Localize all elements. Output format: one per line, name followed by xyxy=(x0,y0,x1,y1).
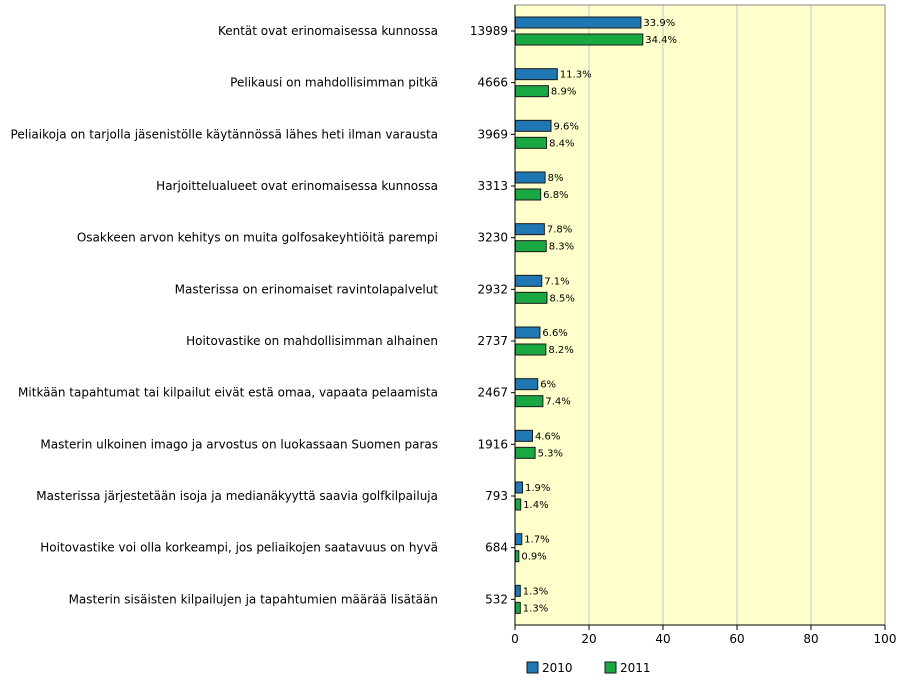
data-label: 1.7% xyxy=(524,535,549,546)
data-label: 6.6% xyxy=(542,328,567,339)
data-label: 0.9% xyxy=(521,552,546,563)
category-label: Masterin ulkoinen imago ja arvostus on l… xyxy=(40,437,438,451)
x-tick-label: 100 xyxy=(874,632,897,646)
x-tick-label: 40 xyxy=(655,632,670,646)
bar-2010 xyxy=(515,16,642,29)
x-tick-label: 80 xyxy=(803,632,818,646)
category-label: Peliaikoja on tarjolla jäsenistölle käyt… xyxy=(11,127,438,141)
count-label: 684 xyxy=(485,541,508,555)
count-label: 1916 xyxy=(477,437,508,451)
data-label: 1.9% xyxy=(525,483,550,494)
count-label: 4666 xyxy=(477,76,508,90)
count-label: 3969 xyxy=(477,127,508,141)
legend-swatch-2010 xyxy=(526,661,539,674)
category-label: Osakkeen arvon kehitys on muita golfosak… xyxy=(77,231,438,245)
bar-2010 xyxy=(515,119,552,132)
bar-2011 xyxy=(515,85,549,98)
x-tick-label: 60 xyxy=(729,632,744,646)
count-label: 3313 xyxy=(477,179,508,193)
bar-2011 xyxy=(515,136,548,149)
bar-2011 xyxy=(515,291,548,304)
data-label: 4.6% xyxy=(535,431,560,442)
x-tick-label: 0 xyxy=(511,632,519,646)
category-label: Masterissa järjestetään isoja ja medianä… xyxy=(36,489,438,503)
data-label: 6% xyxy=(540,380,556,391)
bar-2011 xyxy=(515,498,522,511)
bar-2011 xyxy=(515,188,542,201)
data-label: 8.2% xyxy=(548,345,573,356)
bar-2010 xyxy=(515,429,534,442)
count-label: 793 xyxy=(485,489,508,503)
bar-2010 xyxy=(515,584,521,597)
data-label: 9.6% xyxy=(554,121,579,132)
data-label: 7.4% xyxy=(545,397,570,408)
data-label: 1.3% xyxy=(523,586,548,597)
data-label: 8% xyxy=(548,173,564,184)
category-label: Pelikausi on mahdollisimman pitkä xyxy=(230,76,438,90)
plot-background xyxy=(515,5,885,625)
category-label: Hoitovastike on mahdollisimman alhainen xyxy=(186,334,438,348)
category-label: Hoitovastike voi olla korkeampi, jos pel… xyxy=(40,541,438,555)
data-label: 1.3% xyxy=(523,603,548,614)
bar-2010 xyxy=(515,378,539,391)
data-label: 5.3% xyxy=(538,448,563,459)
bar-2011 xyxy=(515,550,520,563)
count-label: 3230 xyxy=(477,231,508,245)
data-label: 7.1% xyxy=(544,276,569,287)
bar-2011 xyxy=(515,33,644,46)
category-label: Kentät ovat erinomaisessa kunnossa xyxy=(218,24,438,38)
x-tick-label: 20 xyxy=(581,632,596,646)
data-label: 7.8% xyxy=(547,225,572,236)
category-label: Harjoittelualueet ovat erinomaisessa kun… xyxy=(156,179,438,193)
bar-2011 xyxy=(515,343,547,356)
data-label: 8.4% xyxy=(549,138,574,149)
data-label: 8.9% xyxy=(551,87,576,98)
count-label: 532 xyxy=(485,592,508,606)
category-label: Masterin sisäisten kilpailujen ja tapaht… xyxy=(69,592,438,606)
data-label: 6.8% xyxy=(543,190,568,201)
bar-2010 xyxy=(515,223,545,236)
count-label: 13989 xyxy=(470,24,508,38)
bar-2011 xyxy=(515,446,536,459)
bar-2011 xyxy=(515,395,544,408)
bar-2010 xyxy=(515,68,558,81)
category-label: Mitkään tapahtumat tai kilpailut eivät e… xyxy=(18,386,438,400)
legend-label: 2011 xyxy=(620,661,651,675)
data-label: 11.3% xyxy=(560,70,592,81)
data-label: 34.4% xyxy=(645,35,677,46)
category-label: Masterissa on erinomaiset ravintolapalve… xyxy=(175,282,439,296)
bar-2010 xyxy=(515,171,546,184)
data-label: 33.9% xyxy=(643,18,675,29)
count-label: 2932 xyxy=(477,282,508,296)
data-label: 1.4% xyxy=(523,500,548,511)
bar-2011 xyxy=(515,601,521,614)
bar-2010 xyxy=(515,533,523,546)
count-label: 2467 xyxy=(477,386,508,400)
count-label: 2737 xyxy=(477,334,508,348)
bar-2010 xyxy=(515,274,543,287)
legend-swatch-2011 xyxy=(604,661,617,674)
data-label: 8.5% xyxy=(549,293,574,304)
legend-label: 2010 xyxy=(542,661,573,675)
bar-2010 xyxy=(515,326,541,339)
data-label: 8.3% xyxy=(549,242,574,253)
bar-2011 xyxy=(515,240,547,253)
bar-2010 xyxy=(515,481,524,494)
